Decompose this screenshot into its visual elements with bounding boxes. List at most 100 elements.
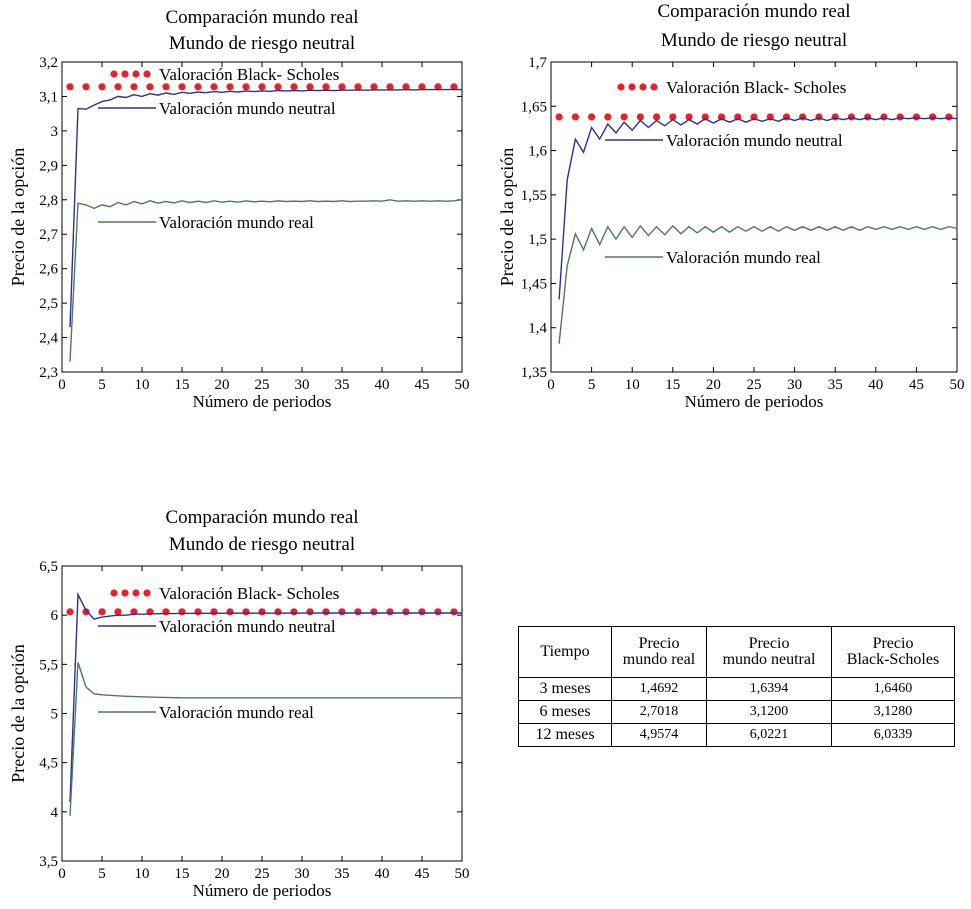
x-tick-label: 50 bbox=[455, 377, 470, 393]
cell-neutral: 1,6394 bbox=[706, 677, 832, 701]
y-tick-label: 2,3 bbox=[39, 365, 58, 381]
bs-dot bbox=[178, 608, 186, 616]
y-tick-label: 5 bbox=[51, 707, 59, 723]
bs-dot bbox=[896, 113, 904, 121]
bs-dot bbox=[386, 83, 394, 91]
legend-label: Valoración mundo real bbox=[159, 213, 314, 232]
y-tick-label: 1,55 bbox=[521, 188, 547, 204]
bs-dot bbox=[66, 608, 74, 616]
x-tick-label: 20 bbox=[215, 377, 230, 393]
bs-dot bbox=[338, 83, 346, 91]
cell-black-scholes: 6,0339 bbox=[831, 723, 955, 747]
table-row: 6 meses 2,7018 3,1200 3,1280 bbox=[518, 700, 955, 724]
y-tick-label: 2,8 bbox=[39, 193, 58, 209]
bs-dot bbox=[912, 113, 921, 121]
y-axis-label: Precio de la opción bbox=[8, 148, 28, 286]
legend-label: Valoración mundo neutral bbox=[159, 99, 336, 118]
plot-frame bbox=[550, 61, 958, 373]
x-tick-label: 30 bbox=[295, 866, 310, 882]
x-tick-label: 15 bbox=[665, 377, 680, 393]
series-neutral-line bbox=[69, 591, 462, 803]
x-tick-label: 20 bbox=[215, 866, 230, 882]
cell-period: 12 meses bbox=[518, 723, 612, 747]
bs-dot bbox=[146, 83, 154, 91]
bs-dot bbox=[652, 113, 661, 121]
bs-dot bbox=[831, 113, 839, 121]
bs-dot bbox=[386, 608, 394, 616]
x-axis-label: Número de periodos bbox=[193, 392, 332, 411]
y-tick-label: 6 bbox=[51, 608, 59, 624]
bs-dot bbox=[450, 83, 458, 91]
y-tick-label: 3,5 bbox=[39, 854, 58, 870]
x-tick-label: 50 bbox=[455, 866, 470, 882]
chart-1: Comparación mundo real Mundo de riesgo ne… bbox=[8, 7, 470, 411]
bs-dot bbox=[322, 608, 330, 616]
y-tick-label: 2,5 bbox=[39, 296, 58, 312]
cell-period: 6 meses bbox=[518, 700, 612, 724]
x-tick-label: 10 bbox=[135, 377, 150, 393]
cell-real: 1,4692 bbox=[611, 677, 707, 701]
legend-dot bbox=[639, 83, 647, 91]
bs-dot bbox=[434, 608, 442, 616]
bs-dot bbox=[620, 113, 628, 121]
y-axis-label: Precio de la opción bbox=[8, 644, 28, 782]
bs-dot bbox=[178, 83, 186, 91]
bs-dot bbox=[130, 83, 138, 91]
legend-dot bbox=[650, 83, 658, 91]
bs-dot bbox=[370, 608, 378, 616]
bs-dot bbox=[418, 608, 426, 616]
table-header-row: Tiempo Precio mundo real Precio mundo neut… bbox=[518, 626, 955, 678]
y-tick-label: 4 bbox=[51, 805, 59, 821]
bs-dot bbox=[242, 83, 250, 91]
legend-dot bbox=[121, 70, 129, 78]
legend-dot bbox=[121, 589, 129, 597]
bs-dot bbox=[114, 608, 122, 616]
bs-dot bbox=[98, 83, 106, 91]
x-tick-label: 5 bbox=[98, 377, 106, 393]
legend-dot bbox=[143, 70, 151, 78]
bs-dot bbox=[636, 113, 644, 121]
bs-dot bbox=[162, 83, 170, 91]
series-real-line bbox=[69, 199, 463, 362]
x-tick-label: 30 bbox=[295, 377, 310, 393]
cell-black-scholes: 1,6460 bbox=[831, 677, 955, 701]
bs-dot bbox=[815, 113, 823, 121]
bs-dot bbox=[370, 83, 378, 91]
x-tick-label: 45 bbox=[415, 377, 430, 393]
x-axis-label: Número de periodos bbox=[193, 881, 332, 900]
x-tick-label: 5 bbox=[588, 377, 596, 393]
cell-neutral: 6,0221 bbox=[706, 723, 832, 747]
cell-black-scholes: 3,1280 bbox=[831, 700, 955, 724]
bs-dot bbox=[880, 113, 888, 121]
y-tick-label: 1,7 bbox=[528, 55, 547, 71]
x-tick-label: 15 bbox=[175, 866, 190, 882]
x-tick-label: 15 bbox=[175, 377, 190, 393]
x-tick-label: 45 bbox=[415, 866, 430, 882]
chart-3: Comparación mundo real Mundo de riesgo ne… bbox=[8, 507, 470, 900]
y-tick-label: 1,6 bbox=[528, 144, 547, 160]
chart-title: Comparación mundo real bbox=[165, 7, 358, 28]
x-tick-label: 10 bbox=[625, 377, 640, 393]
bs-dot bbox=[274, 83, 282, 91]
bs-dot bbox=[669, 113, 677, 121]
y-tick-label: 5,5 bbox=[39, 657, 58, 673]
header-neutral-line1: Precio bbox=[748, 635, 790, 652]
bs-dot bbox=[945, 113, 953, 121]
series-neutral-line bbox=[558, 117, 958, 300]
bs-dot bbox=[98, 608, 106, 616]
y-tick-label: 3,1 bbox=[39, 89, 58, 105]
y-tick-label: 3,2 bbox=[39, 55, 58, 71]
x-tick-label: 35 bbox=[335, 377, 350, 393]
y-tick-label: 2,9 bbox=[39, 158, 58, 174]
bs-dot bbox=[555, 113, 563, 121]
chart-title: Comparación mundo real bbox=[165, 507, 358, 528]
x-tick-label: 50 bbox=[950, 377, 965, 393]
x-axis-label: Número de periodos bbox=[685, 392, 824, 411]
y-tick-label: 1,35 bbox=[521, 365, 547, 381]
bs-dot bbox=[450, 608, 458, 616]
cell-period: 3 meses bbox=[518, 677, 612, 701]
bs-dot bbox=[717, 113, 726, 121]
legend-dot bbox=[110, 589, 118, 597]
bs-dot bbox=[864, 113, 872, 121]
